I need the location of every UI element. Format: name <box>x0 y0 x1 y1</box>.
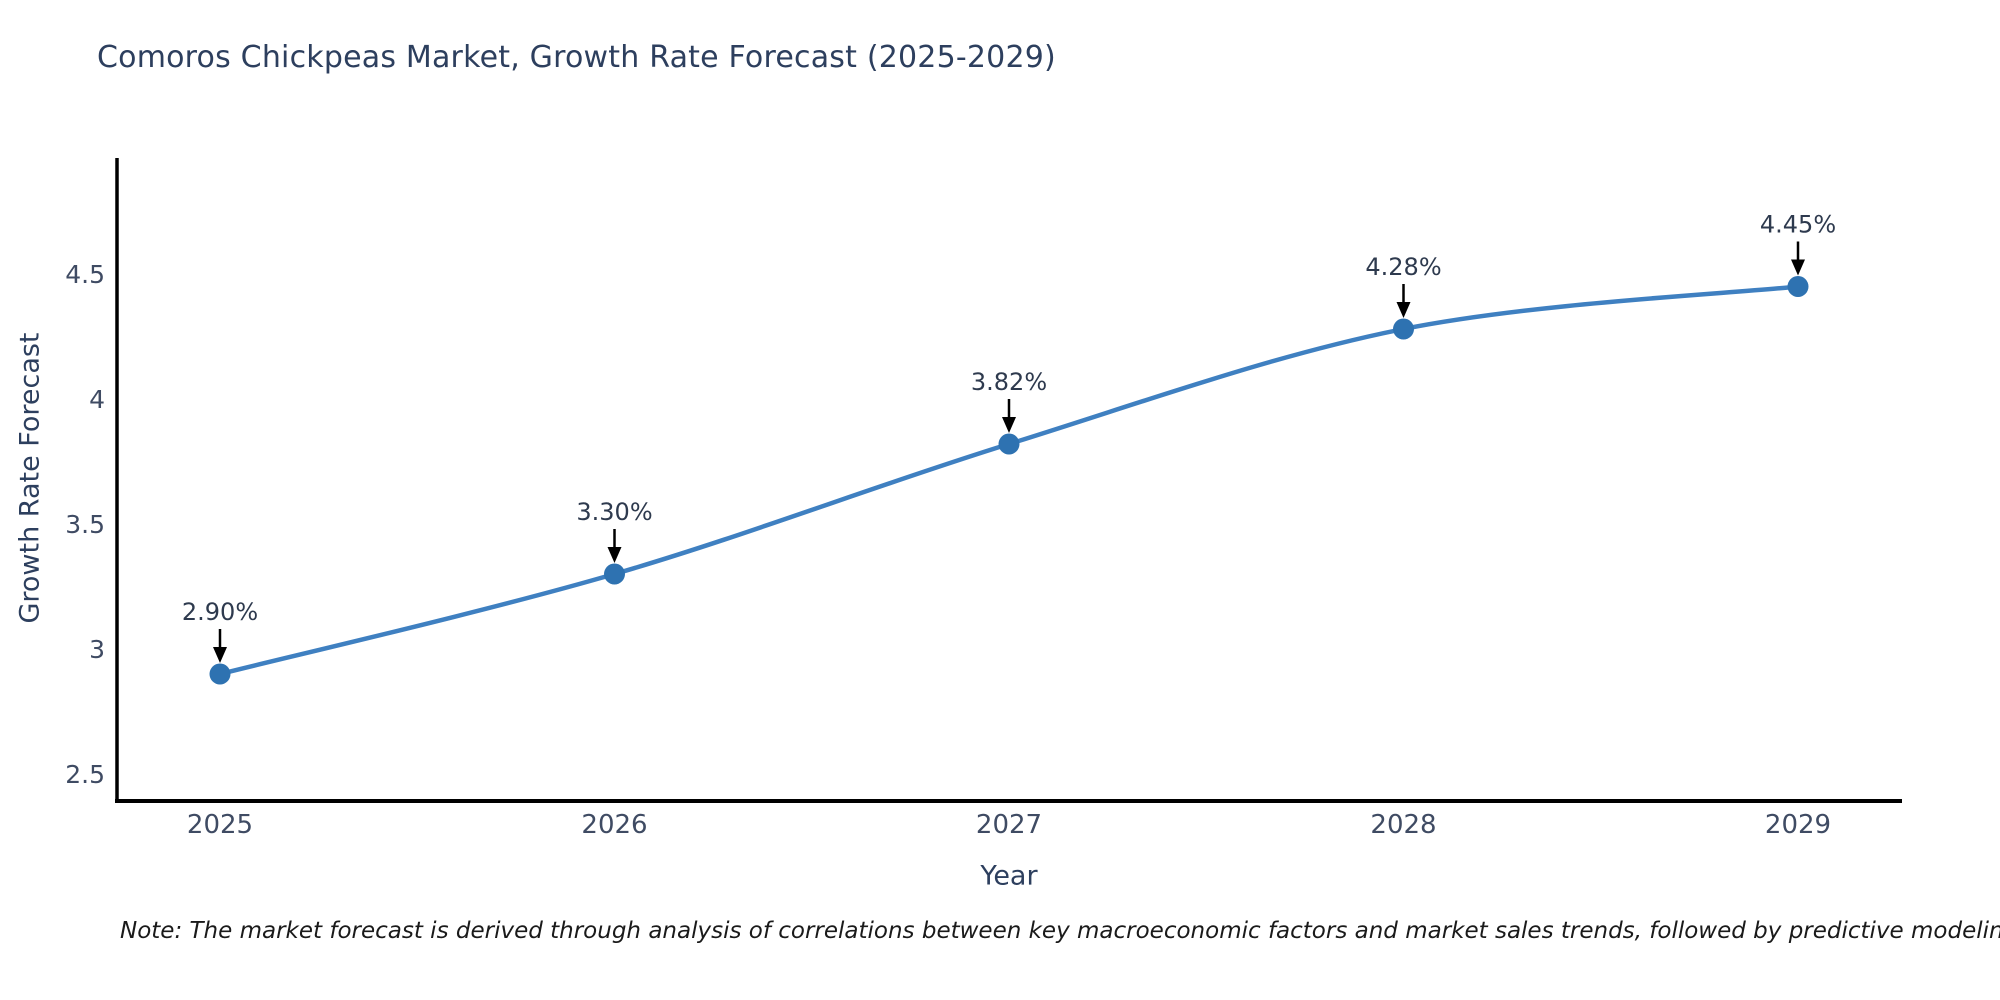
x-tick-label-2029: 2029 <box>1765 810 1831 840</box>
y-tick-label-3: 3 <box>89 635 105 664</box>
annotation-arrowhead-icon-2026 <box>607 547 622 563</box>
x-tick-label-2028: 2028 <box>1370 810 1436 840</box>
x-tick-label-2025: 2025 <box>187 810 253 840</box>
annotation-arrowhead-icon-2025 <box>213 647 227 663</box>
data-point-2027[interactable] <box>998 433 1020 455</box>
data-point-2026[interactable] <box>604 563 625 585</box>
x-tick-label-2026: 2026 <box>581 810 647 840</box>
x-tick-label-2027: 2027 <box>976 810 1042 840</box>
data-point-2025[interactable] <box>209 663 231 685</box>
y-tick-label-3.5: 3.5 <box>65 510 105 539</box>
footnote-text: Note: The market forecast is derived thr… <box>120 918 2000 944</box>
x-axis-title: Year <box>980 860 1038 892</box>
data-point-2028[interactable] <box>1393 318 1414 340</box>
annotation-label-2026: 3.30% <box>576 498 652 526</box>
annotation-arrowhead-icon-2027 <box>1002 417 1016 433</box>
annotation-arrowhead-icon-2028 <box>1396 302 1411 318</box>
annotation-label-2028: 4.28% <box>1365 253 1441 281</box>
annotation-label-2029: 4.45% <box>1760 211 1836 239</box>
y-tick-label-4.5: 4.5 <box>65 260 105 289</box>
data-point-2029[interactable] <box>1787 276 1809 297</box>
annotation-arrowhead-icon-2029 <box>1791 259 1805 276</box>
forecast-trend-line <box>217 284 1801 677</box>
chart-title: Comoros Chickpeas Market, Growth Rate Fo… <box>97 40 1056 75</box>
annotation-label-2025: 2.90% <box>182 598 258 626</box>
annotation-label-2027: 3.82% <box>971 368 1047 396</box>
y-tick-label-4: 4 <box>89 385 105 414</box>
y-tick-label-2.5: 2.5 <box>65 760 105 789</box>
